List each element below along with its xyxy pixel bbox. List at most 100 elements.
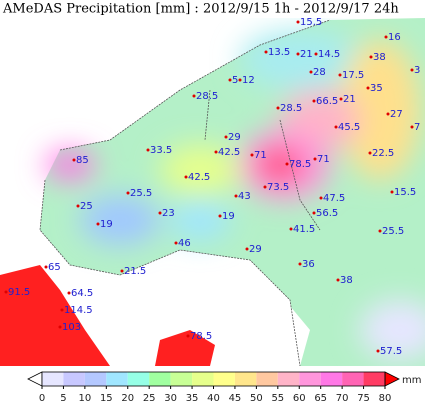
station-dot (296, 52, 300, 56)
colorbar-tick-label: 35 (186, 393, 199, 404)
station-label: 42.5 (218, 147, 240, 158)
station-dot (263, 185, 267, 189)
station-dot (368, 151, 372, 155)
stations: 15.5 16 13.5 21 14.5 38 28 17.5 5 12 35 3 28.5 66.5 21… (4, 17, 420, 357)
colorbar-segment (342, 372, 364, 386)
colorbar-tick-label: 70 (336, 393, 349, 404)
station-label: 16 (388, 32, 401, 43)
station-label: 78.5 (289, 159, 311, 170)
colorbar-tick-label: 45 (229, 393, 242, 404)
station-dot (319, 196, 323, 200)
station-dot (314, 52, 318, 56)
station-label: 38 (340, 275, 353, 286)
colorbar-segment (84, 372, 107, 386)
station-label: 21 (343, 94, 356, 105)
station-label: 23 (162, 208, 175, 219)
station-label: 19 (100, 219, 113, 230)
station-dot (192, 94, 196, 98)
station-dot (410, 125, 414, 129)
colorbar-segment (192, 372, 214, 386)
station-dot (158, 211, 162, 215)
station-dot (298, 262, 302, 266)
station-label: 41.5 (293, 224, 315, 235)
station-dot (309, 70, 313, 74)
station-dot (60, 308, 64, 312)
station-label: 7 (414, 122, 420, 133)
station-label: 73.5 (267, 182, 289, 193)
colorbar-segment (320, 372, 343, 386)
station-label: 71 (317, 154, 330, 165)
station-dot (285, 162, 289, 166)
station-label: 12 (242, 75, 255, 86)
station-label: 25.5 (382, 226, 404, 237)
colorbar-tick-label: 80 (379, 393, 392, 404)
station-dot (384, 35, 388, 39)
station-dot (336, 278, 340, 282)
station-dot (67, 291, 71, 295)
station-dot (250, 153, 254, 157)
station-label: 29 (249, 244, 262, 255)
colorbar-segment (42, 372, 64, 386)
colorbar-segment (170, 372, 193, 386)
colorbar-tick-label: 60 (293, 393, 306, 404)
station-dot (334, 125, 338, 129)
station-dot (76, 204, 80, 208)
station-dot (126, 191, 130, 195)
colorbar-segment (234, 372, 257, 386)
station-dot (218, 214, 222, 218)
station-label: 47.5 (323, 193, 345, 204)
station-label: 85 (76, 155, 89, 166)
station-label: 22.5 (372, 148, 394, 159)
station-dot (245, 247, 249, 251)
station-dot (369, 55, 373, 59)
colorbar-tick-label: 10 (79, 393, 92, 404)
station-dot (264, 50, 268, 54)
station-dot (312, 99, 316, 103)
colorbar-tick-label: 65 (314, 393, 327, 404)
station-dot (289, 227, 293, 231)
station-label: 21.5 (124, 266, 146, 277)
station-label: 15.5 (394, 187, 416, 198)
colorbar-tick-label: 30 (164, 393, 177, 404)
station-label: 25 (80, 201, 93, 212)
station-label: 13.5 (268, 47, 290, 58)
station-label: 57.5 (380, 346, 402, 357)
station-label: 78.5 (190, 331, 212, 342)
station-dot (58, 325, 62, 329)
colorbar-segment (213, 372, 235, 386)
station-dot (214, 150, 218, 154)
colorbar-tick-label: 20 (121, 393, 134, 404)
precip-field (0, 18, 425, 366)
station-label: 28.5 (280, 103, 302, 114)
station-label: 71 (254, 150, 267, 161)
colorbar-unit: mm (402, 375, 421, 386)
station-dot (339, 97, 343, 101)
colorbar-segment (277, 372, 300, 386)
station-label: 21 (300, 49, 313, 60)
station-dot (338, 73, 342, 77)
station-dot (186, 334, 190, 338)
station-dot (96, 222, 100, 226)
station-dot (238, 78, 242, 82)
colorbar-under (27, 371, 43, 387)
station-dot (146, 148, 150, 152)
station-dot (390, 190, 394, 194)
station-label: 17.5 (342, 70, 364, 81)
station-dot (376, 349, 380, 353)
colorbar-tick-label: 50 (250, 393, 263, 404)
colorbar-tick-label: 40 (207, 393, 220, 404)
station-label: 36 (302, 259, 315, 270)
colorbar-over (384, 371, 400, 387)
station-dot (296, 20, 300, 24)
station-label: 38 (373, 52, 386, 63)
colorbar-tick-label: 75 (357, 393, 370, 404)
station-label: 15.5 (300, 17, 322, 28)
station-label: 45.5 (338, 122, 360, 133)
station-label: 33.5 (150, 145, 172, 156)
station-label: 29 (228, 132, 241, 143)
colorbar-tick-label: 0 (39, 393, 45, 404)
colorbar-segment (149, 372, 171, 386)
colorbar-tick-label: 25 (143, 393, 156, 404)
colorbar-segment (363, 372, 385, 386)
